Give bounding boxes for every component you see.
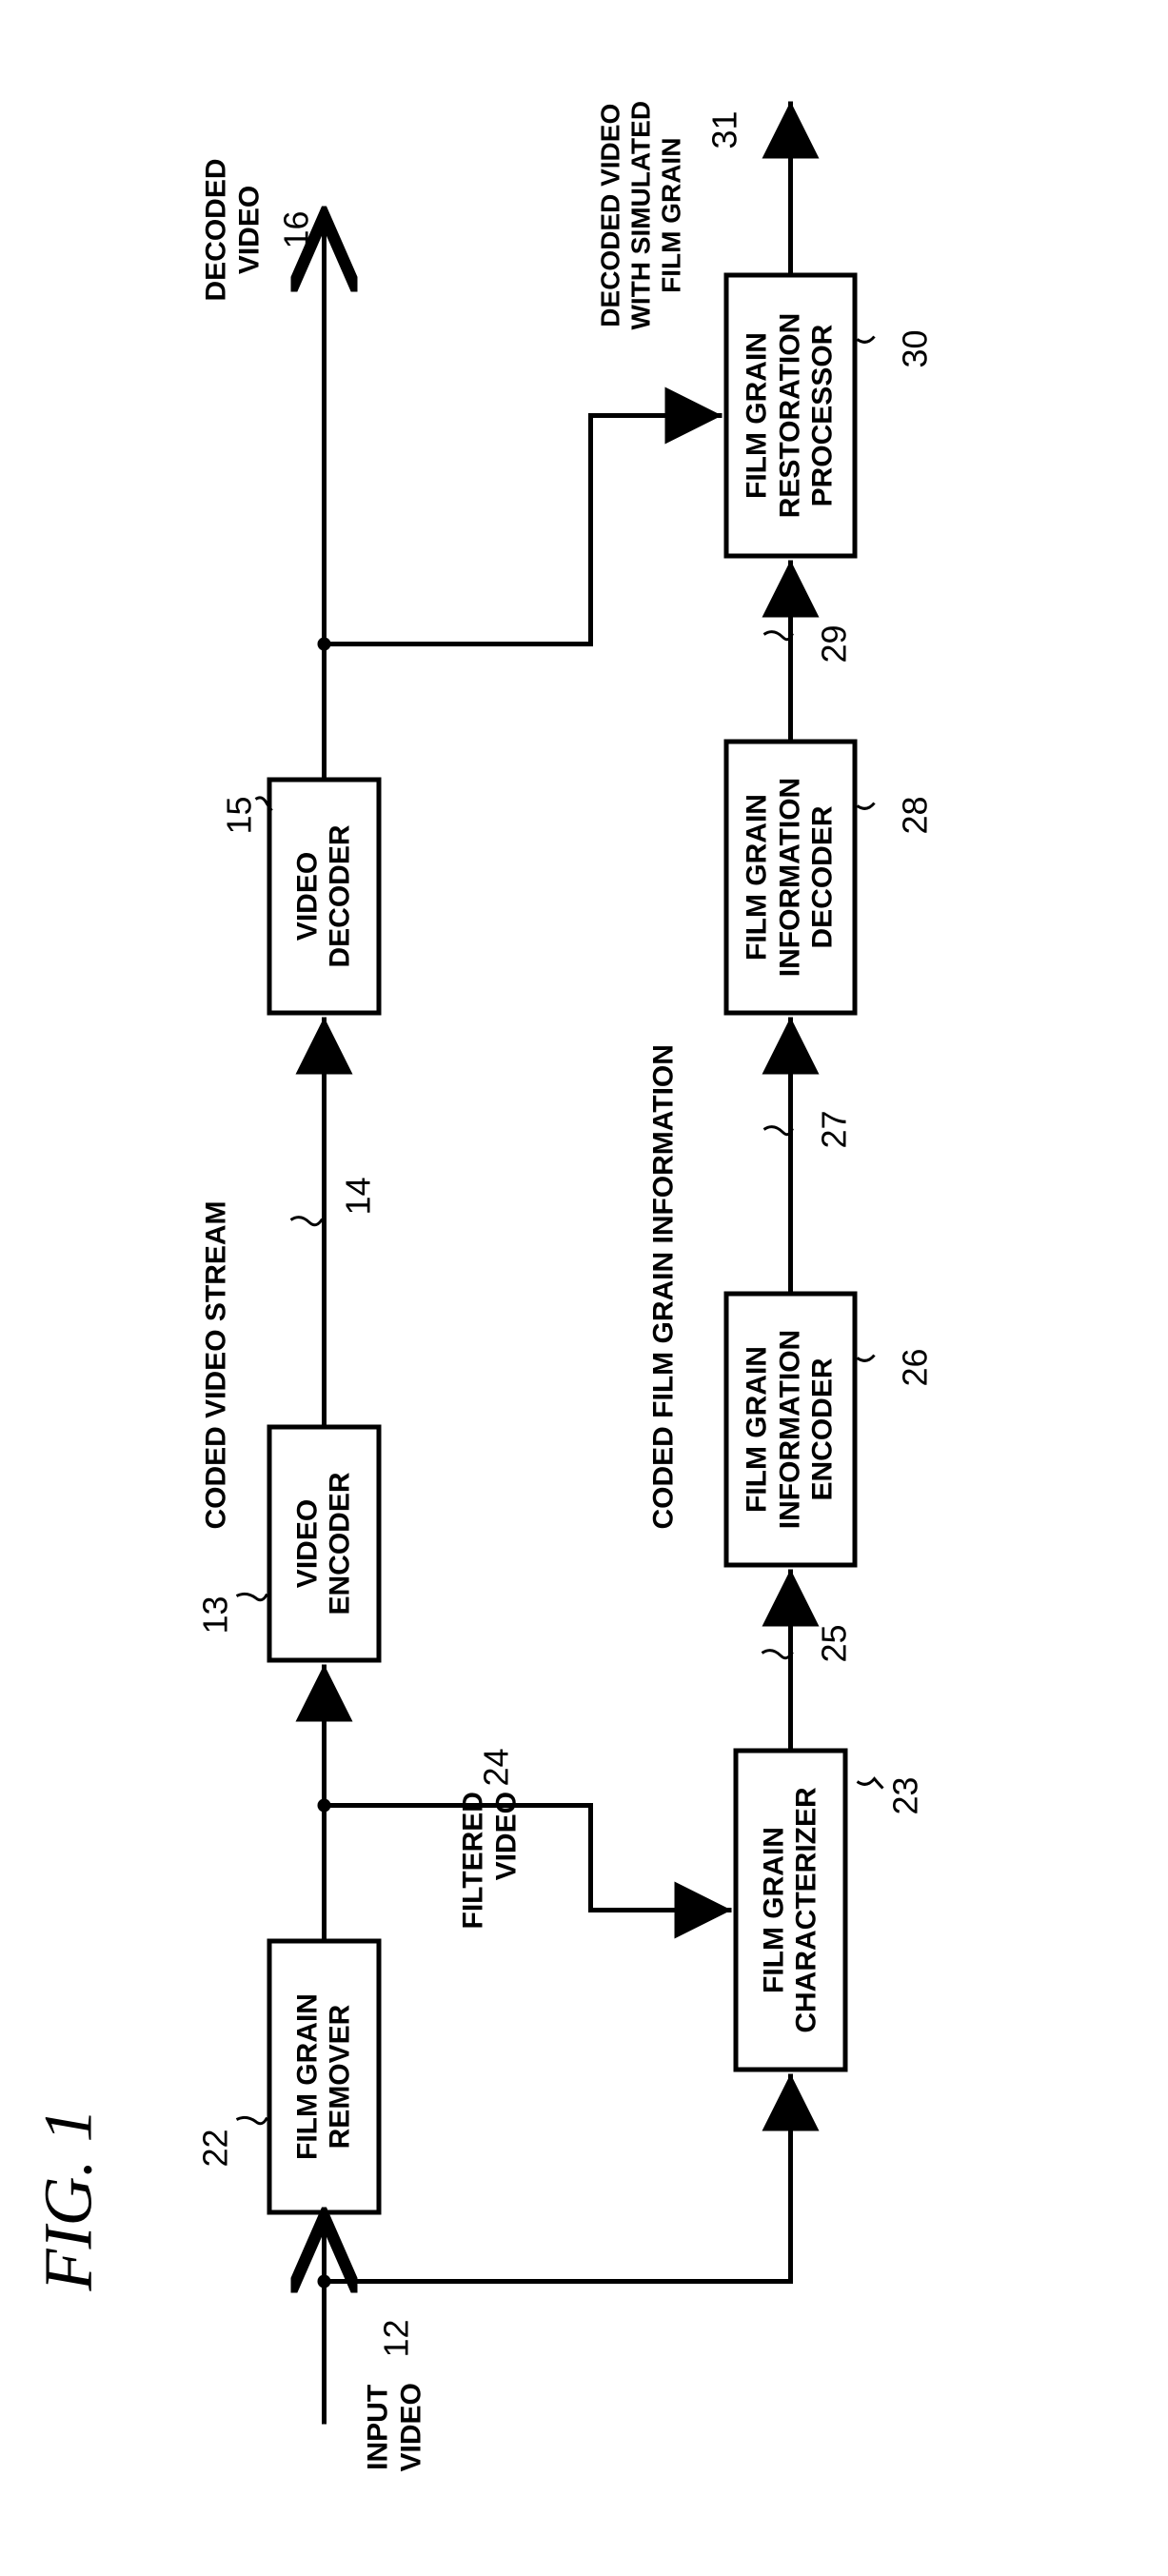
cfgi-num: 27 xyxy=(814,1110,854,1148)
leader-25 xyxy=(762,1650,792,1657)
fgie-num: 26 xyxy=(895,1348,935,1386)
fgrp-num: 30 xyxy=(895,329,935,367)
coded-fg-info-label: CODED FILM GRAIN INFORMATION xyxy=(647,1044,681,1529)
dsf-num: 31 xyxy=(704,110,744,149)
filtered-video-num: 24 xyxy=(476,1748,516,1786)
cvs-num: 14 xyxy=(338,1177,378,1215)
arrow-input-to-fgc xyxy=(324,2073,790,2281)
film-grain-remover-box: FILM GRAIN REMOVER xyxy=(267,1938,381,2214)
arrow-decoded-to-fgrp xyxy=(324,415,722,644)
leader-30 xyxy=(857,336,874,342)
coded-video-stream-label: CODED VIDEO STREAM xyxy=(200,1200,233,1529)
n25-label: 25 xyxy=(814,1624,854,1662)
vdec-num: 15 xyxy=(219,796,259,834)
film-grain-characterizer-box: FILM GRAIN CHARACTERIZER xyxy=(733,1748,847,2071)
fgid-num: 28 xyxy=(895,796,935,834)
venc-text: VIDEO ENCODER xyxy=(291,1472,357,1615)
filtered-video-label: FILTERED VIDEO xyxy=(457,1792,523,1929)
fgr-num: 22 xyxy=(195,2129,235,2167)
fgid-text: FILM GRAIN INFORMATION DECODER xyxy=(741,777,840,976)
vdec-text: VIDEO DECODER xyxy=(291,824,357,967)
leader-23 xyxy=(857,1778,882,1788)
node-input-branch xyxy=(317,2274,330,2288)
leader-29 xyxy=(763,631,792,639)
fg-info-decoder-box: FILM GRAIN INFORMATION DECODER xyxy=(723,739,857,1015)
decoded-video-num: 16 xyxy=(276,210,316,248)
fgc-num: 23 xyxy=(885,1776,925,1814)
input-video-num: 12 xyxy=(376,2319,416,2357)
input-video-label: INPUT VIDEO xyxy=(362,2383,427,2471)
node-filtered-branch xyxy=(317,1798,330,1812)
decoded-sim-fg-label: DECODED VIDEO WITH SIMULATED FILM GRAIN xyxy=(595,100,687,329)
video-encoder-box: VIDEO ENCODER xyxy=(267,1424,381,1662)
arrows-overlay xyxy=(0,0,1168,2576)
node-decoded-branch xyxy=(317,637,330,650)
figure-title: FIG. 1 xyxy=(29,2108,108,2290)
leader-22 xyxy=(236,2117,267,2123)
leader-27 xyxy=(763,1126,792,1134)
leader-14 xyxy=(290,1217,322,1224)
leader-28 xyxy=(857,803,874,808)
fg-restoration-processor-box: FILM GRAIN RESTORATION PROCESSOR xyxy=(723,272,857,558)
video-decoder-box: VIDEO DECODER xyxy=(267,777,381,1015)
fgrp-text: FILM GRAIN RESTORATION PROCESSOR xyxy=(741,312,840,518)
fgie-text: FILM GRAIN INFORMATION ENCODER xyxy=(741,1329,840,1528)
decoded-video-label: DECODED VIDEO xyxy=(200,158,266,301)
fgr-text: FILM GRAIN REMOVER xyxy=(291,1993,357,2160)
diagram-container: FIG. 1 FILM GRAIN REMOVER VIDEO ENCODER … xyxy=(0,0,1168,2576)
arrow-filtered-to-fgc xyxy=(324,1805,731,1910)
leader-13 xyxy=(236,1594,267,1599)
leader-26 xyxy=(857,1355,874,1360)
n29-label: 29 xyxy=(814,624,854,663)
fgc-text: FILM GRAIN CHARACTERIZER xyxy=(758,1787,823,2032)
fg-info-encoder-box: FILM GRAIN INFORMATION ENCODER xyxy=(723,1291,857,1567)
venc-num: 13 xyxy=(195,1595,235,1634)
